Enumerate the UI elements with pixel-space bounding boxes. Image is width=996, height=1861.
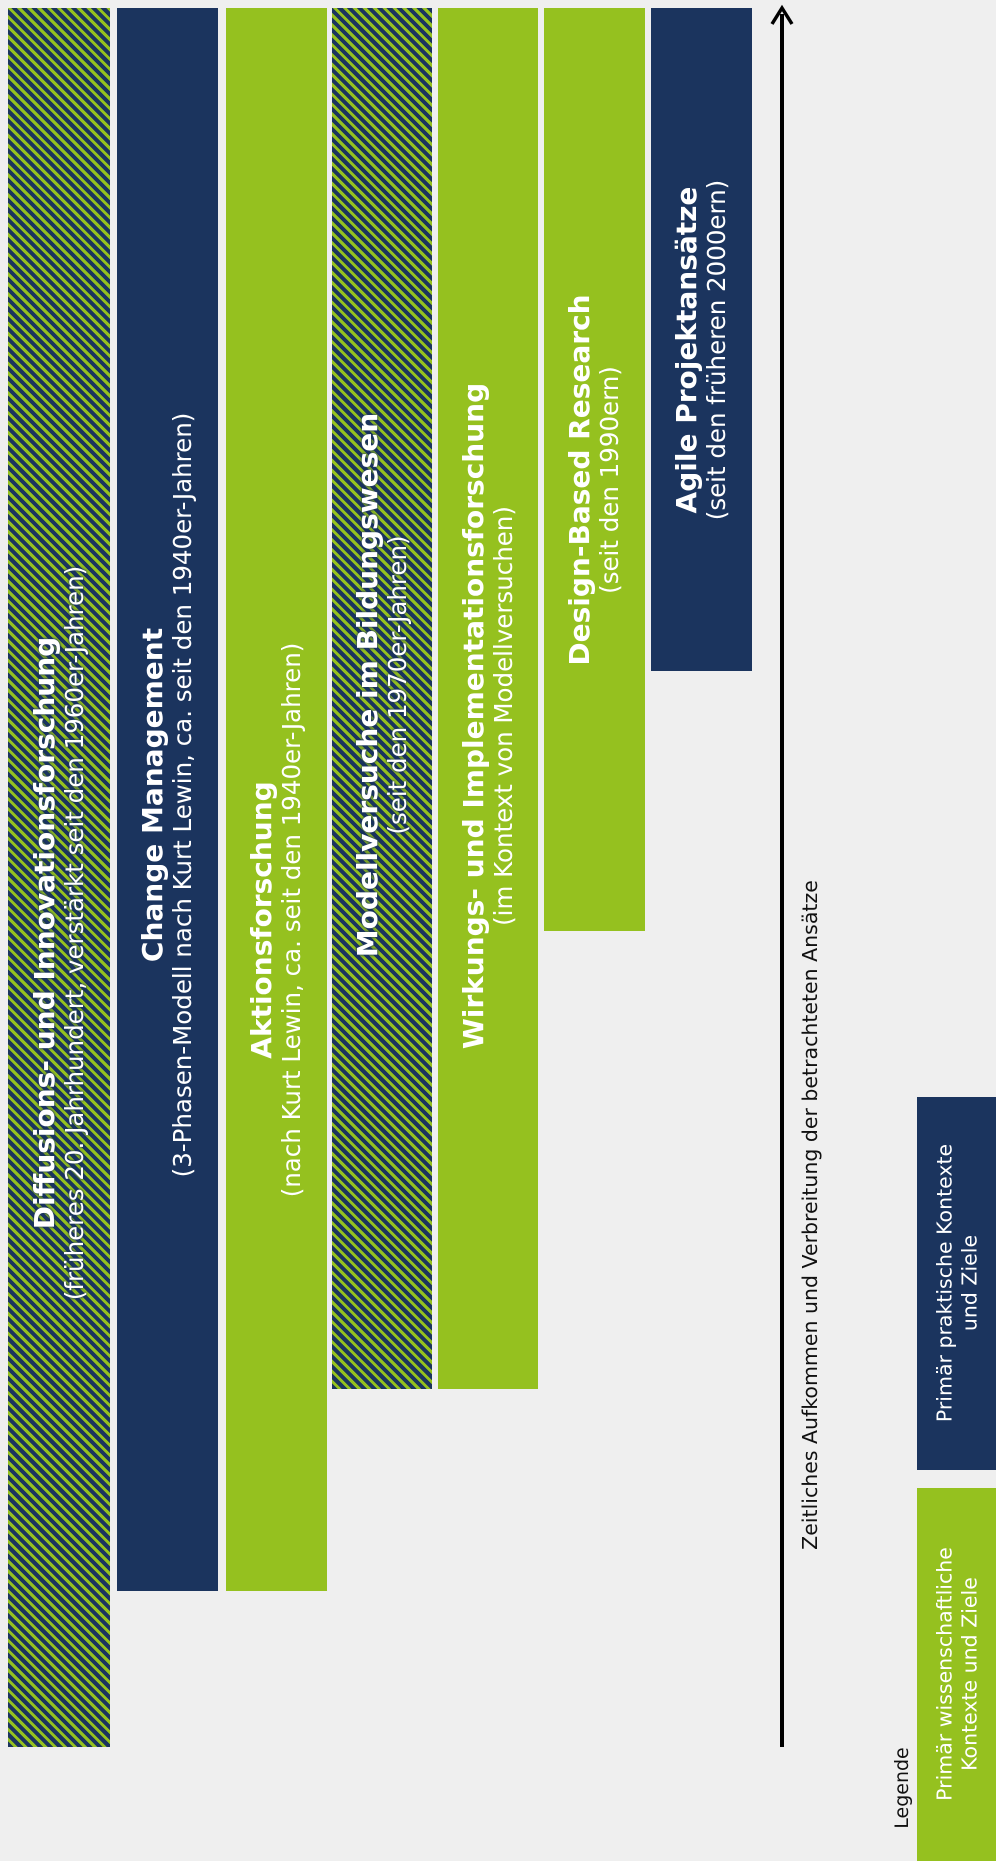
bar-agile-subtitle: (seit den früheren 2000ern) — [702, 179, 732, 521]
bar-change-management: Change Management (3-Phasen-Modell nach … — [117, 8, 218, 1591]
bar-modellversuche-label: Modellversuche im Bildungswesen (seit de… — [350, 412, 413, 958]
time-axis-label: Zeitliches Aufkommen und Verbreitung der… — [798, 880, 822, 1550]
bar-design-based-research-subtitle: (seit den 1990ern) — [595, 366, 625, 594]
bar-design-based-research: Design-Based Research (seit den 1990ern) — [544, 8, 645, 931]
arrow-up-icon — [770, 4, 794, 25]
bar-wirkungsforschung: Wirkungs- und Implementationsforschung (… — [438, 8, 538, 1389]
bar-modellversuche: Modellversuche im Bildungswesen (seit de… — [332, 8, 432, 1389]
bar-wirkungsforschung-label: Wirkungs- und Implementationsforschung (… — [456, 382, 519, 1050]
bar-aktionsforschung-title: Aktionsforschung — [244, 781, 278, 1059]
bar-modellversuche-title: Modellversuche im Bildungswesen — [350, 412, 384, 958]
bar-diffusion-label: Diffusions- und Innovationsforschung (fr… — [27, 565, 90, 1301]
bar-modellversuche-subtitle: (seit den 1970er-Jahren) — [383, 535, 413, 835]
bar-change-management-label: Change Management (3-Phasen-Modell nach … — [135, 412, 198, 1178]
bar-design-based-research-title: Design-Based Research — [562, 294, 596, 666]
bar-agile-title: Agile Projektansätze — [669, 186, 703, 514]
bar-change-management-subtitle: (3-Phasen-Modell nach Kurt Lewin, ca. se… — [168, 412, 198, 1178]
legend-item-practical-line1: Primär praktische Kontexte — [932, 1143, 957, 1423]
legend-item-practical-label: Primär praktische Kontexte und Ziele — [932, 1144, 981, 1422]
bar-agile-label: Agile Projektansätze (seit den früheren … — [669, 179, 732, 521]
bar-diffusion-subtitle: (früheres 20. Jahrhundert, verstärkt sei… — [60, 565, 90, 1301]
bar-agile: Agile Projektansätze (seit den früheren … — [651, 8, 752, 671]
bar-design-based-research-label: Design-Based Research (seit den 1990ern) — [562, 294, 625, 666]
bar-wirkungsforschung-title: Wirkungs- und Implementationsforschung — [456, 382, 490, 1050]
bar-wirkungsforschung-subtitle: (im Kontext von Modellversuchen) — [489, 506, 519, 926]
bar-aktionsforschung-label: Aktionsforschung (nach Kurt Lewin, ca. s… — [244, 642, 307, 1198]
legend-title: Legende — [891, 1747, 913, 1829]
legend-item-practical-line2: und Ziele — [957, 1234, 981, 1332]
bar-aktionsforschung-subtitle: (nach Kurt Lewin, ca. seit den 1940er-Ja… — [277, 642, 307, 1198]
legend-item-scientific-line1: Primär wissenschaftliche — [932, 1547, 957, 1801]
time-axis-line — [780, 14, 784, 1747]
bar-aktionsforschung: Aktionsforschung (nach Kurt Lewin, ca. s… — [226, 8, 327, 1591]
bar-diffusion: Diffusions- und Innovationsforschung (fr… — [8, 8, 110, 1747]
legend-item-scientific-label: Primär wissenschaftliche Kontexte und Zi… — [932, 1547, 981, 1801]
legend-item-practical: Primär praktische Kontexte und Ziele — [917, 1097, 996, 1470]
bar-diffusion-title: Diffusions- und Innovationsforschung — [27, 636, 61, 1230]
legend-item-scientific: Primär wissenschaftliche Kontexte und Zi… — [917, 1488, 996, 1861]
legend-item-scientific-line2: Kontexte und Ziele — [957, 1577, 981, 1771]
bar-change-management-title: Change Management — [135, 627, 169, 963]
